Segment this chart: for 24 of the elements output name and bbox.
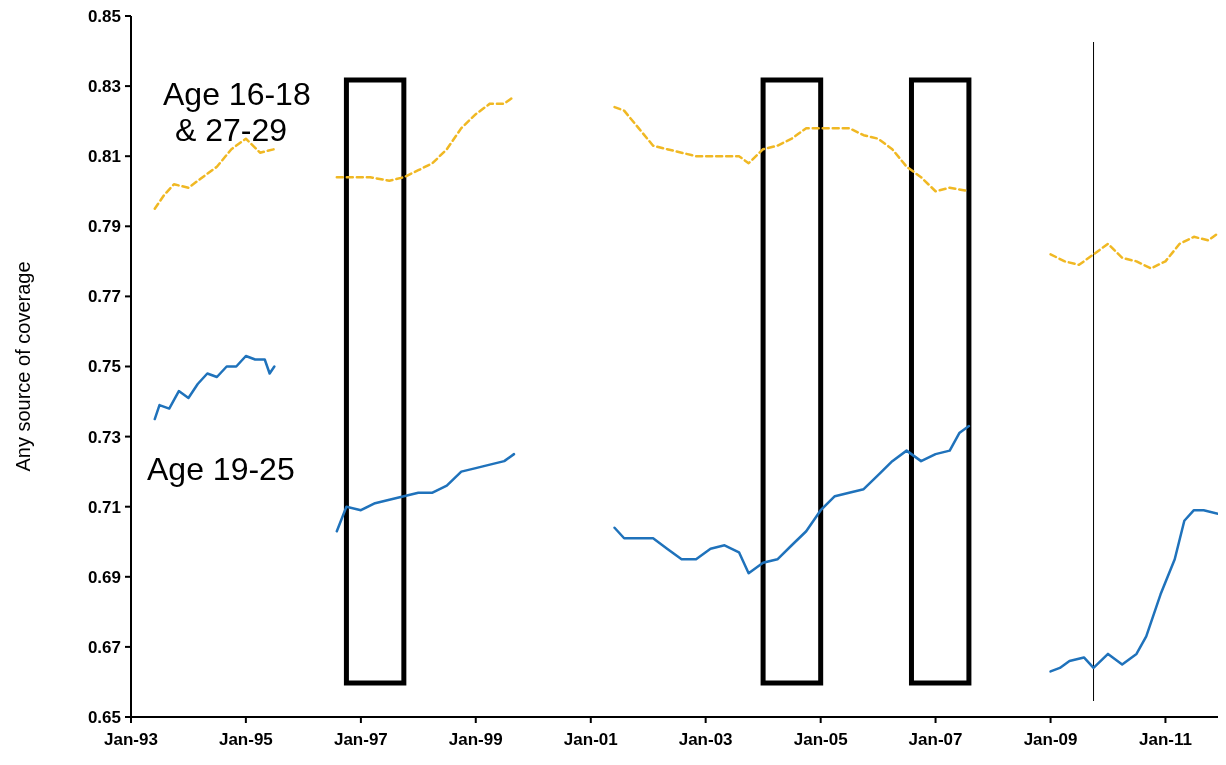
y-tick-label: 0.75: [87, 357, 121, 377]
y-tick-label: 0.83: [87, 77, 121, 97]
y-tick-label: 0.67: [87, 637, 121, 657]
x-tick-label: Jan-03: [678, 730, 733, 749]
y-tick-label: 0.73: [87, 427, 121, 447]
y-tick-label: 0.81: [87, 147, 121, 167]
y-tick-label: 0.69: [87, 567, 121, 587]
y-axis-title: Any source of coverage: [12, 261, 34, 472]
x-tick-label: Jan-99: [448, 730, 503, 749]
x-tick-label: Jan-11: [1138, 730, 1192, 749]
x-tick-label: Jan-07: [908, 730, 963, 749]
y-tick-label: 0.85: [87, 6, 121, 26]
y-tick-label: 0.65: [87, 707, 121, 727]
x-tick-label: Jan-95: [218, 730, 273, 749]
x-tick-label: Jan-97: [333, 730, 388, 749]
x-tick-label: Jan-05: [793, 730, 848, 749]
x-tick-label: Jan-01: [563, 730, 618, 749]
y-tick-label: 0.71: [87, 497, 121, 517]
series-label: Age 16-18 & 27-29: [163, 76, 311, 148]
y-tick-label: 0.77: [87, 287, 121, 307]
x-tick-label: Jan-09: [1023, 730, 1078, 749]
series-label: Age 19-25: [147, 451, 295, 487]
x-tick-label: Jan-93: [104, 730, 158, 749]
y-tick-label: 0.79: [87, 217, 121, 237]
